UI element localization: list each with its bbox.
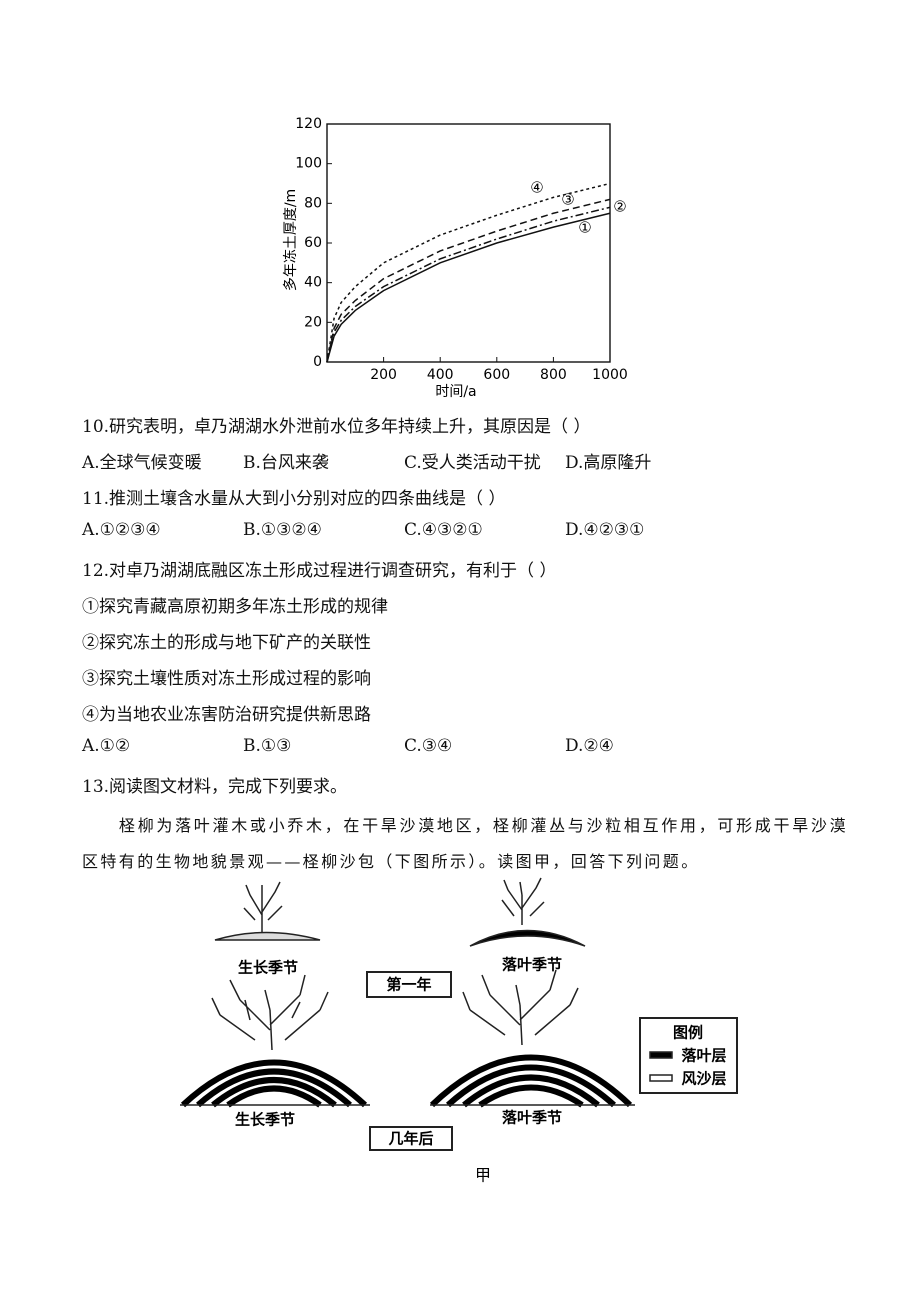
plot-frame	[326, 123, 611, 363]
series-label: ④	[530, 179, 543, 197]
option: C.④③②①	[404, 520, 483, 540]
question-line: 12.对卓乃湖湖底融区冻土形成过程进行调查研究，有利于（ ）	[82, 561, 557, 581]
x-tick-label: 400	[427, 367, 454, 383]
option: D.②④	[565, 736, 614, 756]
option: A.全球气候变暖	[82, 453, 202, 473]
question-line: 10.研究表明，卓乃湖湖水外泄前水位多年持续上升，其原因是（ ）	[82, 417, 591, 437]
legend-item: 落叶层	[681, 1047, 726, 1065]
x-tick-label: 600	[483, 367, 510, 383]
series-label: ①	[578, 219, 591, 237]
caption: 第一年	[386, 976, 431, 994]
question-line: 11.推测土壤含水量从大到小分别对应的四条曲线是（ ）	[82, 489, 506, 509]
caption: 几年后	[388, 1130, 433, 1148]
x-tick-label: 200	[370, 367, 397, 383]
x-tick-label: 800	[540, 367, 567, 383]
y-tick-label: 100	[295, 156, 322, 172]
question-line: ④为当地农业冻害防治研究提供新思路	[82, 705, 371, 725]
figure: 生长季节 落叶季节 第一年 生长季节 落叶季节 几年后 图例 落叶层 风沙层 甲	[180, 877, 738, 1185]
y-tick-label: 40	[304, 275, 322, 291]
option: B.①③②④	[243, 520, 322, 540]
option: C.③④	[404, 736, 453, 756]
y-tick-label: 80	[304, 195, 322, 211]
question-line: ②探究冻土的形成与地下矿产的关联性	[82, 633, 371, 653]
y-tick-label: 60	[304, 235, 322, 251]
y-tick-label: 20	[304, 314, 322, 330]
line	[326, 206, 611, 363]
x-tick-label: 1000	[592, 367, 628, 383]
line	[326, 182, 611, 363]
y-tick-label: 0	[313, 354, 322, 370]
option: A.①②	[82, 736, 131, 756]
label: 生长季节	[238, 959, 298, 977]
option: D.④②③①	[565, 520, 645, 540]
x-axis-title: 时间/a	[435, 384, 476, 400]
line	[326, 212, 611, 363]
option: D.高原隆升	[565, 453, 652, 473]
label: 落叶季节	[502, 956, 562, 974]
series-label: ③	[561, 191, 574, 209]
paragraph: 柽柳为落叶灌木或小乔木，在干旱沙漠地区，柽柳灌丛与沙粒相互作用，可形成干旱沙漠区…	[82, 816, 848, 871]
label: 落叶季节	[502, 1109, 562, 1127]
question-line: 13.阅读图文材料，完成下列要求。	[82, 777, 348, 797]
legend-item: 风沙层	[681, 1070, 726, 1088]
label: 生长季节	[235, 1111, 295, 1129]
option: B.台风来袭	[243, 453, 329, 473]
line	[326, 198, 611, 363]
option: A.①②③④	[82, 520, 161, 540]
legend-title: 图例	[673, 1024, 703, 1042]
figure-caption: 甲	[475, 1166, 491, 1185]
option: B.①③	[243, 736, 292, 756]
series-label: ②	[613, 198, 626, 216]
option: C.受人类活动干扰	[404, 453, 541, 473]
y-axis-title: 多年冻土厚度/m	[282, 189, 299, 291]
question-line: ③探究土壤性质对冻土形成过程的影响	[82, 669, 371, 689]
chart: 时间/a 多年冻土厚度/m 0 20 40 60 80 100 120 200 400 600 80…	[282, 116, 628, 400]
question-line: ①探究青藏高原初期多年冻土形成的规律	[82, 597, 388, 617]
y-tick-label: 120	[295, 116, 322, 132]
